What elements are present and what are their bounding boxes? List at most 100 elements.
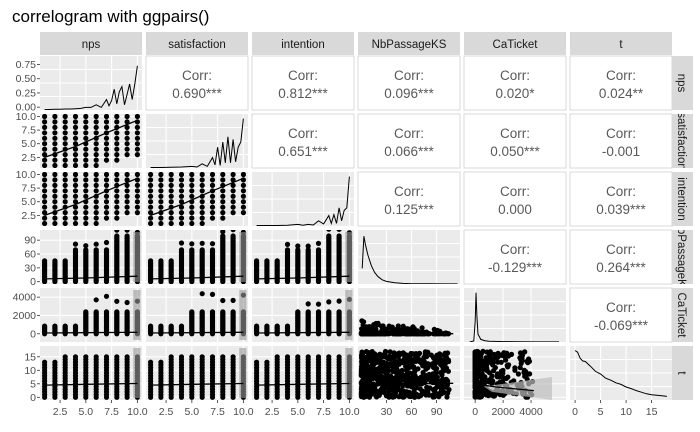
data-point <box>387 379 394 385</box>
data-point <box>515 371 522 377</box>
data-point <box>178 323 185 329</box>
data-point <box>363 382 370 388</box>
data-point <box>199 210 205 216</box>
data-point <box>114 298 120 304</box>
data-point <box>209 291 216 297</box>
data-point <box>189 220 195 226</box>
data-point <box>230 297 236 303</box>
data-point <box>199 354 205 360</box>
corr-panel-bg <box>251 113 355 169</box>
data-point <box>386 353 392 360</box>
data-point <box>407 370 413 376</box>
data-point <box>103 135 110 141</box>
smooth-line <box>362 331 454 335</box>
panel-r5-c4 <box>464 346 566 400</box>
data-point <box>148 193 154 199</box>
data-point <box>336 233 342 239</box>
data-point <box>442 360 449 366</box>
data-point <box>284 323 291 329</box>
data-point <box>220 199 226 205</box>
panel-r2-c4: Corr: 0.000 <box>463 171 567 227</box>
column-strip-nps <box>40 32 142 55</box>
data-point <box>52 359 58 365</box>
dense-band <box>133 290 141 340</box>
y-tick-label: 7.5 <box>21 183 36 195</box>
panel-r1-c1 <box>146 114 248 168</box>
data-point <box>230 204 236 210</box>
data-point <box>361 319 367 325</box>
data-point <box>83 182 89 188</box>
data-point <box>424 384 430 390</box>
data-point <box>42 124 48 130</box>
corr-panel-bg <box>463 113 567 169</box>
corr-label: Corr: <box>394 68 424 83</box>
data-point <box>168 220 174 226</box>
data-point <box>124 299 130 306</box>
data-point <box>134 124 140 130</box>
dense-band <box>133 348 141 398</box>
dense-band <box>239 348 247 398</box>
data-point <box>439 372 445 378</box>
data-point <box>103 215 110 221</box>
data-point <box>434 366 440 372</box>
data-point <box>93 162 99 168</box>
corr-panel-bg <box>569 55 673 111</box>
y-tick-label: 2000 <box>13 310 37 322</box>
data-point <box>504 362 510 369</box>
data-point <box>230 193 236 199</box>
data-point <box>168 215 174 221</box>
data-point <box>497 392 503 398</box>
data-point <box>411 356 417 362</box>
data-point <box>42 323 48 329</box>
row-strip-satisfaction <box>671 114 693 168</box>
data-point <box>83 247 89 253</box>
data-point <box>424 373 430 379</box>
data-point <box>52 204 58 210</box>
data-point <box>148 182 154 188</box>
y-tick-label: 30 <box>24 262 36 274</box>
y-tick-label: 2.5 <box>21 152 36 164</box>
data-point <box>93 297 99 303</box>
data-point <box>408 362 414 368</box>
data-point <box>124 309 130 315</box>
panel-r1-c4: Corr: 0.050*** <box>463 113 567 169</box>
data-point <box>503 357 509 363</box>
data-point <box>114 114 120 120</box>
data-point <box>114 230 120 233</box>
data-point <box>83 215 89 221</box>
data-point <box>494 372 500 378</box>
data-point <box>189 247 195 253</box>
data-point <box>72 247 79 253</box>
corr-panel-bg <box>357 171 461 227</box>
data-point <box>124 141 130 147</box>
y-tick-label: 10.0 <box>16 169 37 181</box>
data-point <box>365 364 371 370</box>
data-point <box>178 240 185 246</box>
data-point <box>52 188 58 194</box>
scatter-points <box>358 348 452 400</box>
dense-band <box>345 290 353 340</box>
data-point <box>83 157 89 163</box>
data-point <box>103 247 110 253</box>
data-point <box>189 177 195 183</box>
data-point <box>72 182 79 188</box>
data-point <box>326 309 332 315</box>
data-point <box>93 141 99 147</box>
data-point <box>134 182 140 188</box>
data-point <box>209 241 216 247</box>
data-point <box>480 348 486 354</box>
data-point <box>199 240 205 246</box>
data-point <box>400 323 406 329</box>
density-curve-NbPassageKS <box>361 236 458 284</box>
data-point <box>315 240 322 246</box>
data-point <box>209 193 216 199</box>
row-strip-label: intention <box>675 177 687 220</box>
data-point <box>83 210 89 216</box>
data-point <box>284 241 291 247</box>
data-point <box>83 354 89 360</box>
corr-value: 0.039*** <box>596 202 646 217</box>
x-tick-label: 0 <box>572 406 578 418</box>
y-tick-label: 0.25 <box>16 87 37 99</box>
data-point <box>336 230 342 232</box>
data-point <box>230 230 236 233</box>
